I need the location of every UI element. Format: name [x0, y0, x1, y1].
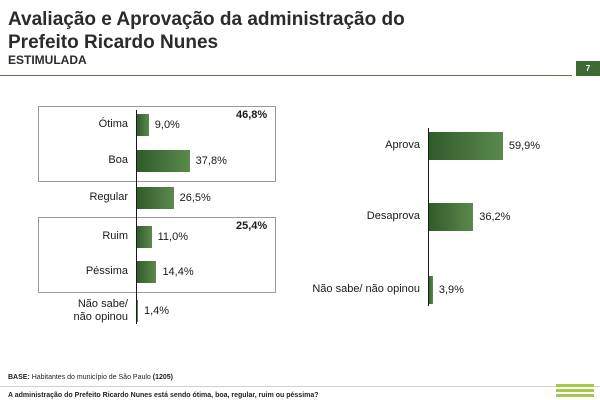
base-label: BASE: — [8, 374, 30, 381]
page-number: 7 — [576, 61, 600, 76]
data-label: 3,9% — [438, 284, 464, 296]
data-label: 14,4% — [162, 266, 194, 278]
category-label: Aprova — [385, 139, 420, 151]
bar-ruim — [136, 226, 152, 248]
base-note: BASE: Habitantes do município de São Pau… — [8, 374, 173, 381]
base-text: Habitantes do município de São Paulo — [31, 374, 151, 381]
data-label: 1,4% — [144, 305, 170, 317]
data-label: 36,2% — [479, 211, 511, 223]
bar-axis — [428, 128, 429, 306]
header-rule — [0, 75, 572, 76]
bar-pessima — [136, 261, 157, 283]
bar-nao-sabe-nao-opinou — [428, 276, 433, 304]
category-label: Péssima — [85, 265, 128, 277]
page-title: Avaliação e Aprovação da administração d… — [8, 9, 405, 53]
category-label: Não sabe/ não opinou — [312, 283, 420, 295]
bar-otima — [136, 114, 149, 136]
category-label: Ruim — [102, 230, 128, 242]
bar-desaprova — [428, 203, 474, 231]
bar-regular — [136, 187, 174, 209]
bar-axis — [136, 110, 137, 324]
page-subtitle: ESTIMULADA — [8, 53, 87, 67]
question-text: A administração do Prefeito Ricardo Nune… — [8, 392, 319, 399]
bar-boa — [136, 150, 190, 172]
bar-aprova — [428, 132, 503, 160]
category-label: Não sabe/não opinou — [73, 298, 128, 323]
group-total-label: 46,8% — [236, 109, 268, 121]
category-label: Boa — [108, 154, 128, 166]
footer-rule — [0, 386, 600, 387]
group-box-2 — [38, 217, 276, 293]
group-box-1 — [38, 106, 276, 182]
category-label: Ótima — [98, 118, 128, 130]
bar-nao-sabe-nao-opinou — [136, 300, 138, 322]
category-label: Desaprova — [366, 210, 420, 222]
data-label: 11,0% — [157, 231, 188, 243]
data-label: 37,8% — [195, 155, 227, 167]
data-label: 26,5% — [179, 192, 211, 204]
brand-logo-icon — [556, 384, 594, 399]
data-label: 59,9% — [508, 140, 541, 152]
data-label: 9,0% — [154, 119, 180, 131]
category-label: Regular — [89, 191, 128, 203]
group-total-label: 25,4% — [236, 220, 268, 232]
base-n: (1205) — [152, 374, 174, 381]
